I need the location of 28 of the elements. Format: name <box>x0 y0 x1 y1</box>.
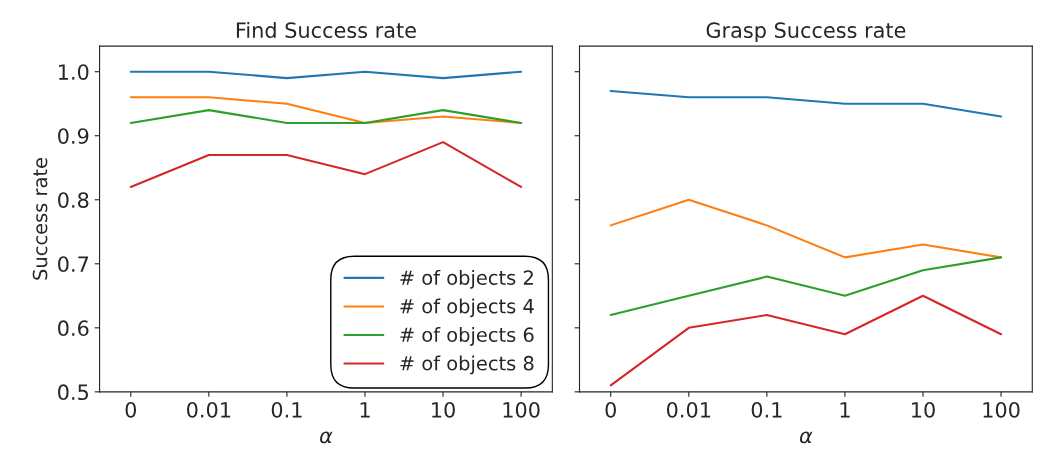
x-tick-label: 0.01 <box>666 401 711 418</box>
y-tick-label: 0.8 <box>58 192 89 208</box>
x-tick-label: 1 <box>360 402 370 418</box>
x-axis-title: α <box>320 431 333 444</box>
chart-title: Grasp Success rate <box>706 22 906 43</box>
y-tick-label: 0.5 <box>58 384 89 401</box>
x-tick-label: 100 <box>503 401 540 418</box>
y-tick-label: 1.0 <box>58 64 89 80</box>
line-series <box>129 141 523 188</box>
x-tick-label: 1 <box>840 402 850 418</box>
x-tick-label: 0 <box>125 401 137 418</box>
chart-title: Find Success rate <box>236 21 416 39</box>
x-tick-label: 0.1 <box>271 401 302 418</box>
x-tick-label: 0 <box>605 401 616 418</box>
x-tick-label: 10 <box>432 401 455 418</box>
x-tick-label: 0.1 <box>751 401 782 418</box>
y-axis-title: Success rate <box>32 158 48 280</box>
y-tick-label: 0.6 <box>58 320 89 337</box>
y-tick-label: 0.7 <box>58 256 89 273</box>
x-axis-title: α <box>799 431 813 444</box>
legend-label: # of objects 8 <box>400 355 534 375</box>
legend-label: # of objects 2 <box>400 269 533 289</box>
x-tick-label: 100 <box>983 401 1020 418</box>
x-tick-label: 10 <box>912 401 935 418</box>
legend-label: # of objects 6 <box>400 326 534 346</box>
y-tick-label: 0.9 <box>58 128 89 144</box>
x-tick-label: 0.01 <box>187 401 231 418</box>
legend-label: # of objects 4 <box>400 298 534 318</box>
